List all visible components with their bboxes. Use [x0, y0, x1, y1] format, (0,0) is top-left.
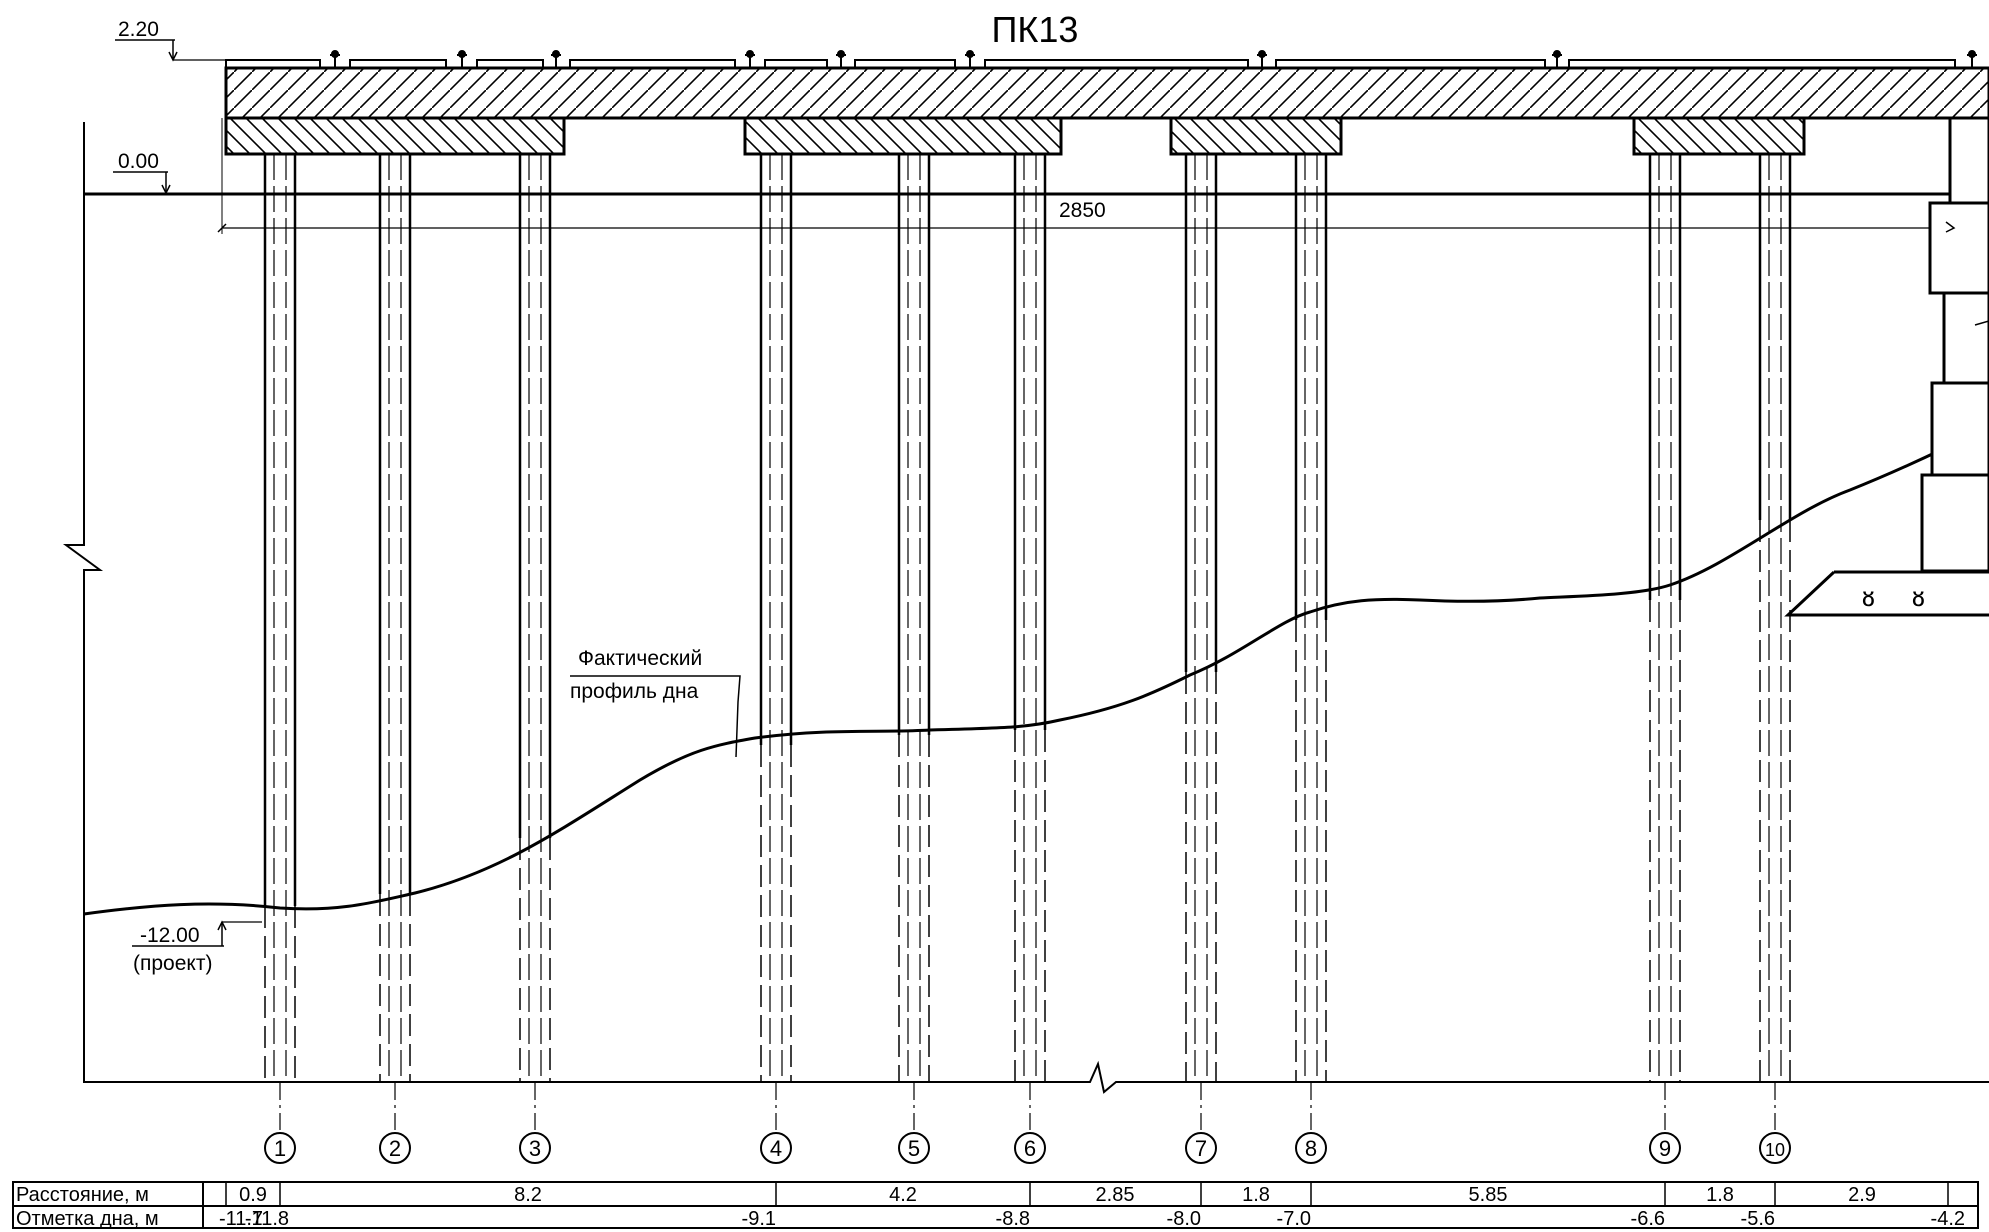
- pile-number-9: 9: [1649, 1132, 1681, 1164]
- data-table: Расстояние, м Отметка дна, м 0.9 8.2 4.2 2.…: [12, 1181, 1979, 1230]
- pile-cap-2: [743, 116, 1063, 156]
- pile-number-8: 8: [1295, 1132, 1327, 1164]
- pile-number-markers: 1 2 3 4 5 6 7 8 9 10: [264, 1132, 1791, 1164]
- bottom-mark-cell: -11.8: [245, 1208, 289, 1230]
- svg-text:профиль дна: профиль дна: [570, 680, 699, 703]
- pile-caps: [224, 116, 1806, 156]
- svg-text:3: 3: [529, 1136, 541, 1161]
- pile-number-5: 5: [898, 1132, 930, 1164]
- svg-text:0.00: 0.00: [118, 150, 159, 173]
- svg-text:1: 1: [274, 1136, 286, 1161]
- profile-label: Фактический профиль дна: [570, 647, 741, 758]
- svg-text:9: 9: [1659, 1136, 1671, 1161]
- pile-number-2: 2: [379, 1132, 411, 1164]
- pile-7: [1184, 154, 1218, 1130]
- distance-cell: 4.2: [889, 1184, 917, 1206]
- pile-2: [378, 154, 412, 1130]
- pile-cap-1: [224, 116, 566, 156]
- bollard-icons: [330, 50, 1977, 68]
- left-boundary-line: [62, 122, 1989, 1094]
- svg-text:Фактический: Фактический: [578, 647, 702, 670]
- svg-text:7: 7: [1195, 1136, 1207, 1161]
- distance-cell: 0.9: [239, 1184, 267, 1206]
- svg-text:-12.00: -12.00: [140, 924, 200, 947]
- row-label-distance: Расстояние, м: [16, 1184, 149, 1206]
- span-length-label: 2850: [1059, 199, 1106, 222]
- svg-text:2.20: 2.20: [118, 18, 159, 41]
- pile-4: [759, 154, 793, 1130]
- pile-number-6: 6: [1014, 1132, 1046, 1164]
- bottom-mark-cell: -4.2: [1931, 1208, 1965, 1230]
- right-abutment: ᴕ ᴕ: [1784, 116, 1989, 617]
- bottom-mark-cell: -9.1: [742, 1208, 776, 1230]
- pile-5: [897, 154, 931, 1130]
- distance-cell: 8.2: [514, 1184, 542, 1206]
- piles: [263, 154, 1792, 1130]
- distance-cell: 2.9: [1848, 1184, 1876, 1206]
- section-title: ПК13: [992, 9, 1079, 50]
- distance-cell: 2.85: [1096, 1184, 1135, 1206]
- pile-number-4: 4: [760, 1132, 792, 1164]
- svg-text:4: 4: [770, 1136, 782, 1161]
- svg-text:10: 10: [1765, 1140, 1785, 1160]
- bottom-mark-cell: -6.6: [1631, 1208, 1665, 1230]
- pile-number-1: 1: [264, 1132, 296, 1164]
- bottom-mark-cell: -11.7: [219, 1208, 263, 1230]
- deck-slab: [224, 50, 1989, 120]
- pile-number-7: 7: [1185, 1132, 1217, 1164]
- pile-number-10: 10: [1759, 1132, 1791, 1164]
- pile-6: [1013, 154, 1047, 1130]
- seabed-profile-curve: [83, 446, 1946, 916]
- svg-text:8: 8: [1305, 1136, 1317, 1161]
- distance-cell: 1.8: [1706, 1184, 1734, 1206]
- row-label-bottom: Отметка дна, м: [16, 1208, 159, 1230]
- pile-3: [518, 154, 552, 1130]
- pile-cap-3: [1169, 116, 1343, 156]
- bottom-mark-cell: -5.6: [1741, 1208, 1775, 1230]
- bottom-mark-cell: -8.8: [996, 1208, 1030, 1230]
- riprap-stone-icon: ᴕ: [1862, 581, 1875, 612]
- svg-text:(проект): (проект): [133, 952, 212, 975]
- distance-cell: 1.8: [1242, 1184, 1270, 1206]
- level-mark-deck: 2.20: [115, 18, 226, 62]
- svg-text:2: 2: [389, 1136, 401, 1161]
- svg-text:5: 5: [908, 1136, 920, 1161]
- pile-1: [263, 154, 297, 1130]
- pile-9: [1648, 154, 1682, 1130]
- level-mark-design-bottom: -12.00 (проект): [132, 920, 262, 975]
- riprap-stone-icon: ᴕ: [1912, 581, 1925, 612]
- bottom-mark-cell: -8.0: [1167, 1208, 1201, 1230]
- pile-10: [1758, 154, 1792, 1130]
- pile-number-3: 3: [519, 1132, 551, 1164]
- pile-cap-4: [1632, 116, 1806, 156]
- bottom-mark-cell: -7.0: [1277, 1208, 1311, 1230]
- svg-text:6: 6: [1024, 1136, 1036, 1161]
- pile-8: [1294, 154, 1328, 1130]
- level-mark-water: 0.00: [113, 150, 171, 195]
- distance-cell: 5.85: [1469, 1184, 1508, 1206]
